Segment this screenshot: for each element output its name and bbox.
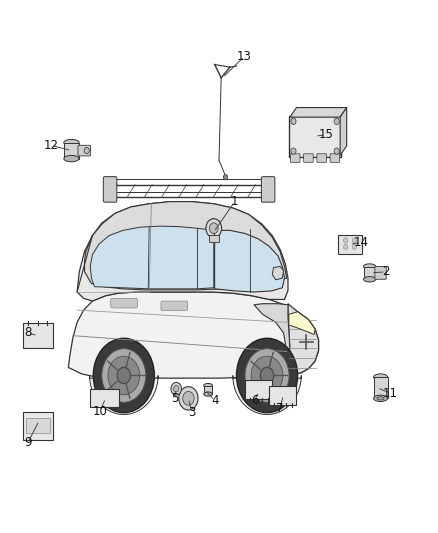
FancyBboxPatch shape: [26, 418, 49, 433]
Polygon shape: [364, 266, 376, 279]
Circle shape: [223, 174, 228, 180]
FancyBboxPatch shape: [23, 324, 53, 348]
Text: 3: 3: [188, 406, 196, 419]
Ellipse shape: [364, 264, 376, 269]
Polygon shape: [287, 304, 318, 374]
Circle shape: [334, 148, 339, 155]
Polygon shape: [90, 226, 214, 289]
Circle shape: [245, 349, 289, 402]
Text: 10: 10: [93, 405, 108, 417]
Polygon shape: [340, 108, 347, 156]
Polygon shape: [215, 230, 285, 292]
Circle shape: [251, 356, 283, 395]
Circle shape: [352, 238, 357, 243]
Text: 11: 11: [383, 386, 398, 400]
Polygon shape: [85, 201, 287, 290]
Text: 5: 5: [171, 392, 178, 405]
Polygon shape: [233, 375, 301, 415]
Circle shape: [260, 367, 274, 384]
Text: 14: 14: [353, 236, 368, 249]
FancyBboxPatch shape: [269, 385, 296, 405]
Circle shape: [352, 244, 357, 249]
Circle shape: [179, 386, 198, 410]
FancyBboxPatch shape: [375, 266, 386, 279]
Circle shape: [206, 219, 222, 238]
Ellipse shape: [374, 395, 388, 401]
Circle shape: [209, 223, 218, 233]
Ellipse shape: [64, 156, 79, 162]
Polygon shape: [289, 312, 315, 335]
Circle shape: [291, 148, 296, 155]
Circle shape: [102, 349, 146, 402]
Polygon shape: [290, 108, 347, 117]
Circle shape: [171, 382, 181, 395]
Polygon shape: [272, 266, 284, 280]
Circle shape: [173, 385, 179, 392]
FancyBboxPatch shape: [330, 154, 340, 163]
Ellipse shape: [64, 140, 79, 146]
Polygon shape: [204, 385, 212, 394]
FancyBboxPatch shape: [317, 154, 326, 163]
Text: 8: 8: [24, 326, 32, 340]
FancyBboxPatch shape: [90, 389, 119, 407]
FancyBboxPatch shape: [78, 146, 91, 156]
FancyBboxPatch shape: [23, 413, 53, 440]
Ellipse shape: [377, 397, 384, 400]
Text: 2: 2: [382, 265, 389, 278]
Text: 1: 1: [231, 195, 238, 208]
Circle shape: [93, 338, 154, 413]
FancyBboxPatch shape: [103, 176, 117, 202]
Text: 15: 15: [318, 128, 333, 141]
FancyBboxPatch shape: [209, 235, 219, 241]
Ellipse shape: [374, 374, 388, 380]
Polygon shape: [68, 292, 318, 378]
Circle shape: [291, 118, 296, 125]
Polygon shape: [254, 304, 290, 374]
Polygon shape: [374, 377, 388, 398]
Ellipse shape: [204, 392, 212, 396]
FancyBboxPatch shape: [290, 154, 300, 163]
Circle shape: [108, 356, 140, 395]
FancyBboxPatch shape: [304, 154, 313, 163]
Circle shape: [84, 148, 89, 154]
Text: 12: 12: [43, 139, 58, 152]
Circle shape: [343, 244, 348, 249]
FancyBboxPatch shape: [245, 380, 272, 399]
Text: 9: 9: [24, 437, 32, 449]
FancyBboxPatch shape: [261, 176, 275, 202]
Circle shape: [117, 367, 131, 384]
Ellipse shape: [204, 383, 212, 387]
Polygon shape: [90, 375, 158, 415]
Circle shape: [343, 238, 348, 243]
Text: 4: 4: [211, 394, 219, 407]
Polygon shape: [77, 201, 288, 301]
Polygon shape: [64, 143, 79, 159]
Text: 6: 6: [251, 394, 258, 407]
FancyBboxPatch shape: [289, 116, 342, 157]
Text: 13: 13: [237, 50, 252, 63]
Circle shape: [237, 338, 297, 413]
FancyBboxPatch shape: [111, 298, 138, 308]
Circle shape: [183, 391, 194, 405]
FancyBboxPatch shape: [161, 301, 187, 311]
Text: 7: 7: [276, 402, 283, 415]
Ellipse shape: [364, 277, 376, 282]
FancyBboxPatch shape: [338, 235, 362, 254]
Circle shape: [334, 118, 339, 125]
